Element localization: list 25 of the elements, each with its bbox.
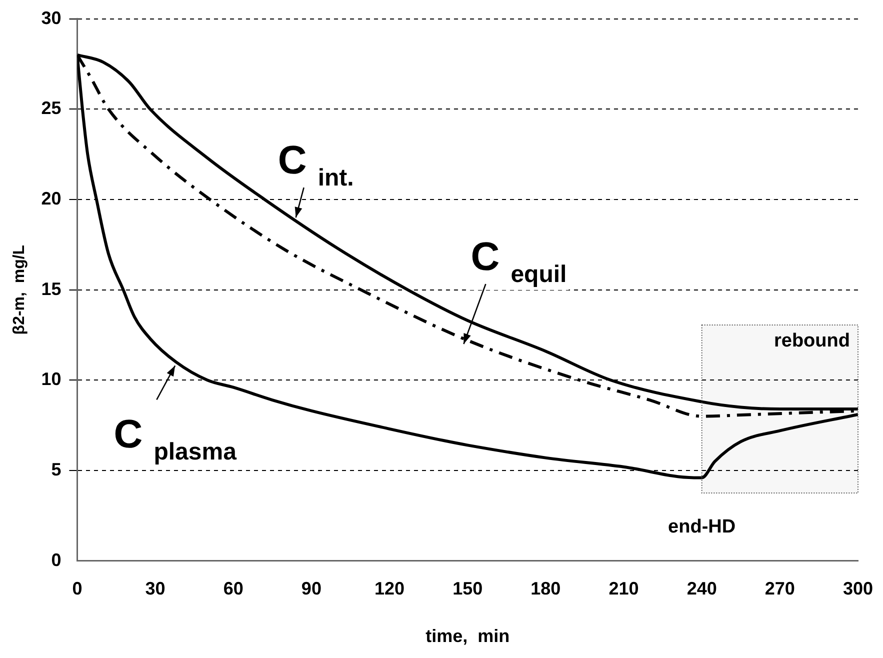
x-tick-label: 30 — [145, 578, 166, 599]
x-tick-label: 0 — [72, 578, 82, 599]
y-tick-label: 5 — [51, 459, 62, 480]
y-tick-label: 20 — [41, 188, 62, 208]
x-tick-label: 210 — [608, 578, 639, 599]
x-tick-label: 120 — [374, 578, 405, 599]
x-tick-label: 240 — [686, 578, 717, 599]
x-tick-label: 300 — [842, 578, 874, 599]
x-tick-label: 150 — [452, 578, 483, 599]
annotation: end-HD — [668, 516, 736, 538]
y-tick-label: 10 — [41, 369, 62, 390]
y-tick-label: 0 — [51, 550, 62, 570]
y-tick-label: 15 — [41, 278, 62, 299]
y-axis-title: β2-m, mg/L — [11, 244, 28, 335]
x-tick-label: 90 — [301, 578, 322, 599]
x-tick-label: 60 — [223, 578, 244, 599]
annotation: C plasma — [114, 412, 238, 466]
annotation: C int. — [278, 138, 354, 192]
annotation: C equil — [470, 235, 567, 288]
x-tick-label: 180 — [530, 578, 561, 599]
x-axis-title: time, min — [426, 626, 510, 646]
x-tick-label: 270 — [764, 578, 795, 599]
y-tick-label: 25 — [41, 98, 62, 118]
y-tick-label: 30 — [41, 8, 62, 28]
band-label: rebound — [774, 330, 850, 352]
